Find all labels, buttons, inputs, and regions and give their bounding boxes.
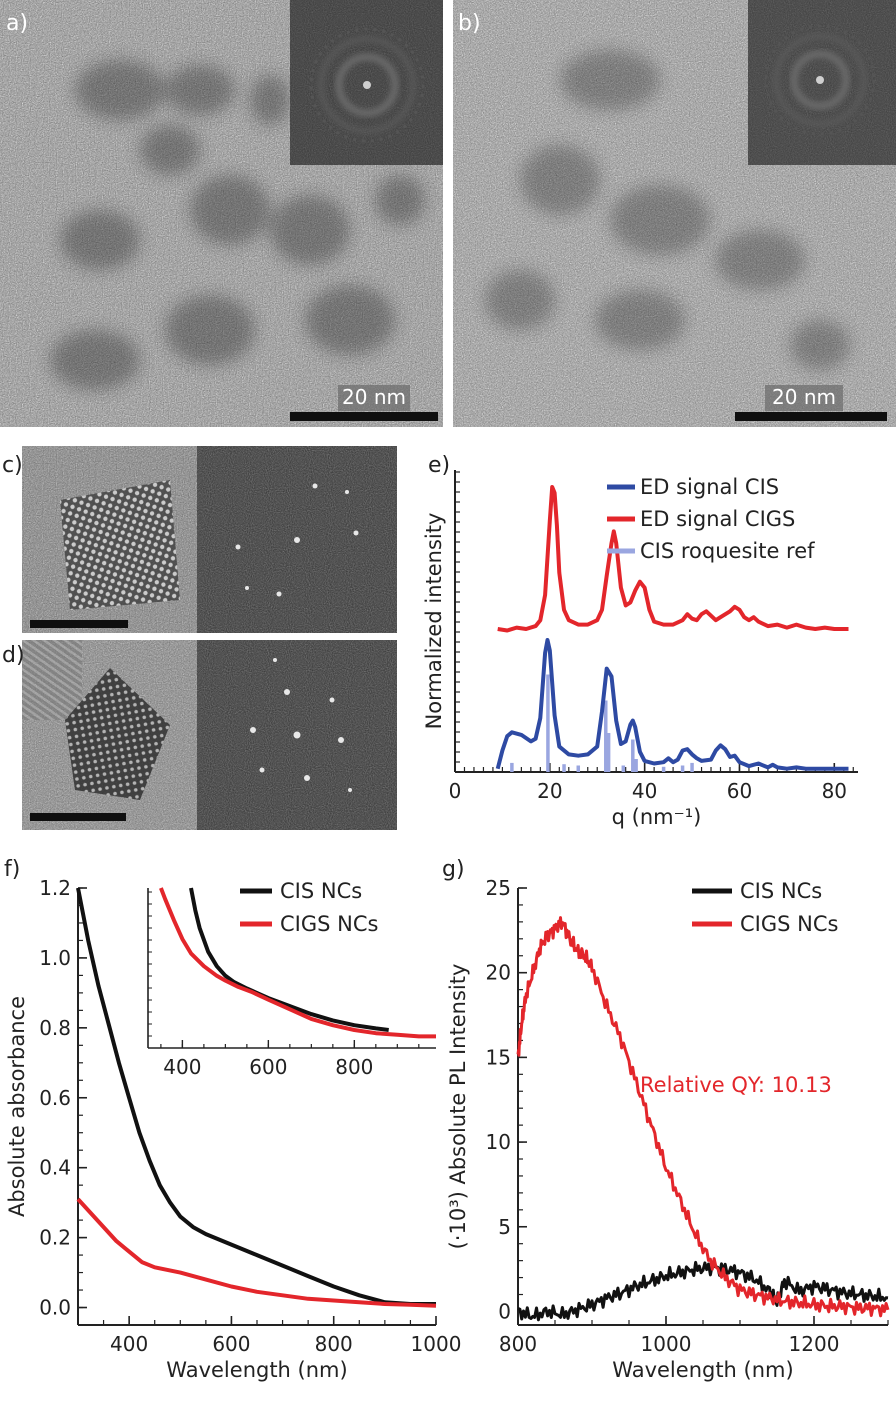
panel-e-chart: e) 0 20 40 60 80 q (nm⁻¹) Normalized intensity… <box>422 453 858 829</box>
panel-g-label: g) <box>442 857 465 882</box>
inset-x-tick-label: 400 <box>163 1055 201 1079</box>
annotation-relative-qy: Relative QY: 10.13 <box>640 1073 832 1097</box>
legend-label-e: ED signal CIGS <box>640 507 795 531</box>
panel-a-label: a) <box>6 11 28 36</box>
legend-label-g: CIGS NCs <box>740 912 838 936</box>
y-axis-title-f: Absolute absorbance <box>5 996 29 1217</box>
x-tick-label-f: 1000 <box>411 1332 462 1356</box>
x-tick-label-e: 20 <box>537 779 562 803</box>
legend-label-e: ED signal CIS <box>640 475 779 499</box>
y-tick-label-f: 0.4 <box>39 1156 71 1180</box>
x-axis-title-f: Wavelength (nm) <box>166 1358 347 1382</box>
x-tick-label-f: 400 <box>110 1332 148 1356</box>
legend-label-g: CIS NCs <box>740 879 822 903</box>
inset-x-tick-label: 800 <box>335 1055 373 1079</box>
y-tick-label-g: 10 <box>486 1130 511 1154</box>
series-line-cigs-nc-pl <box>516 916 890 1318</box>
panel-c-label: c) <box>2 453 23 478</box>
series-line-cis-nc <box>76 887 436 1306</box>
series-line-ed-cis <box>495 638 849 771</box>
y-tick-label-g: 5 <box>498 1215 511 1239</box>
y-axis-title-g: (·10³) Absolute PL Intensity <box>446 964 470 1250</box>
y-tick-label-g: 20 <box>486 961 511 985</box>
y-tick-label-f: 1.2 <box>39 876 71 900</box>
panel-f-chart: f) 400 600 800 1000 0.0 0.2 0.4 0.6 0.8 1.0 1.2 Wav… <box>4 857 461 1382</box>
panel-c-hrtem: c) <box>2 446 397 633</box>
panel-e-label: e) <box>428 453 450 478</box>
x-axis-title-g: Wavelength (nm) <box>612 1358 793 1382</box>
series-line-cis-nc-pl <box>517 1260 889 1322</box>
x-tick-label-g: 800 <box>499 1332 537 1356</box>
panel-b-label: b) <box>458 11 481 36</box>
x-tick-label-e: 0 <box>449 779 462 803</box>
legend-label-e: CIS roquesite ref <box>640 539 815 563</box>
panel-a-scalebar-label: 20 nm <box>342 385 406 409</box>
y-tick-label-g: 0 <box>498 1299 511 1323</box>
y-tick-label-g: 15 <box>486 1045 511 1069</box>
x-tick-label-e: 80 <box>822 779 847 803</box>
y-tick-label-g: 25 <box>486 876 511 900</box>
legend-label-f: CIGS NCs <box>280 912 378 936</box>
inset-x-tick-label: 600 <box>249 1055 287 1079</box>
panel-d-hrtem: d) <box>2 640 397 830</box>
panel-c-scalebar <box>30 620 128 628</box>
panel-b-tem-image: 20 nm b) <box>453 0 896 427</box>
series-line-cigs-nc <box>76 1197 437 1308</box>
panel-f-label: f) <box>4 857 20 882</box>
y-tick-label-f: 0.0 <box>39 1296 71 1320</box>
y-tick-label-f: 0.2 <box>39 1226 71 1250</box>
x-tick-label-e: 60 <box>727 779 752 803</box>
panel-d-scalebar <box>30 813 126 821</box>
y-tick-label-f: 0.8 <box>39 1016 71 1040</box>
x-tick-label-e: 40 <box>632 779 657 803</box>
x-axis-title-e: q (nm⁻¹) <box>612 805 702 829</box>
panel-b-scalebar-label: 20 nm <box>772 385 836 409</box>
y-tick-label-f: 0.6 <box>39 1086 71 1110</box>
inset-series-line-cigs <box>159 887 436 1039</box>
panel-b-scalebar <box>735 412 887 421</box>
y-tick-label-f: 1.0 <box>39 946 71 970</box>
series-line-ed-cigs <box>497 485 849 633</box>
x-tick-label-g: 1000 <box>641 1332 692 1356</box>
panel-a-scalebar <box>290 412 438 421</box>
x-tick-label-g: 1200 <box>789 1332 840 1356</box>
panel-g-chart: g) 800 1000 1200 0 5 10 15 20 25 Wavelength (nm) (… <box>442 857 890 1382</box>
legend-label-f: CIS NCs <box>280 879 362 903</box>
y-axis-title-e: Normalized intensity <box>422 513 446 730</box>
panel-d-label: d) <box>2 643 25 668</box>
panel-a-tem-image: 20 nm a) <box>0 0 443 427</box>
x-tick-label-f: 600 <box>212 1332 250 1356</box>
x-tick-label-f: 800 <box>315 1332 353 1356</box>
